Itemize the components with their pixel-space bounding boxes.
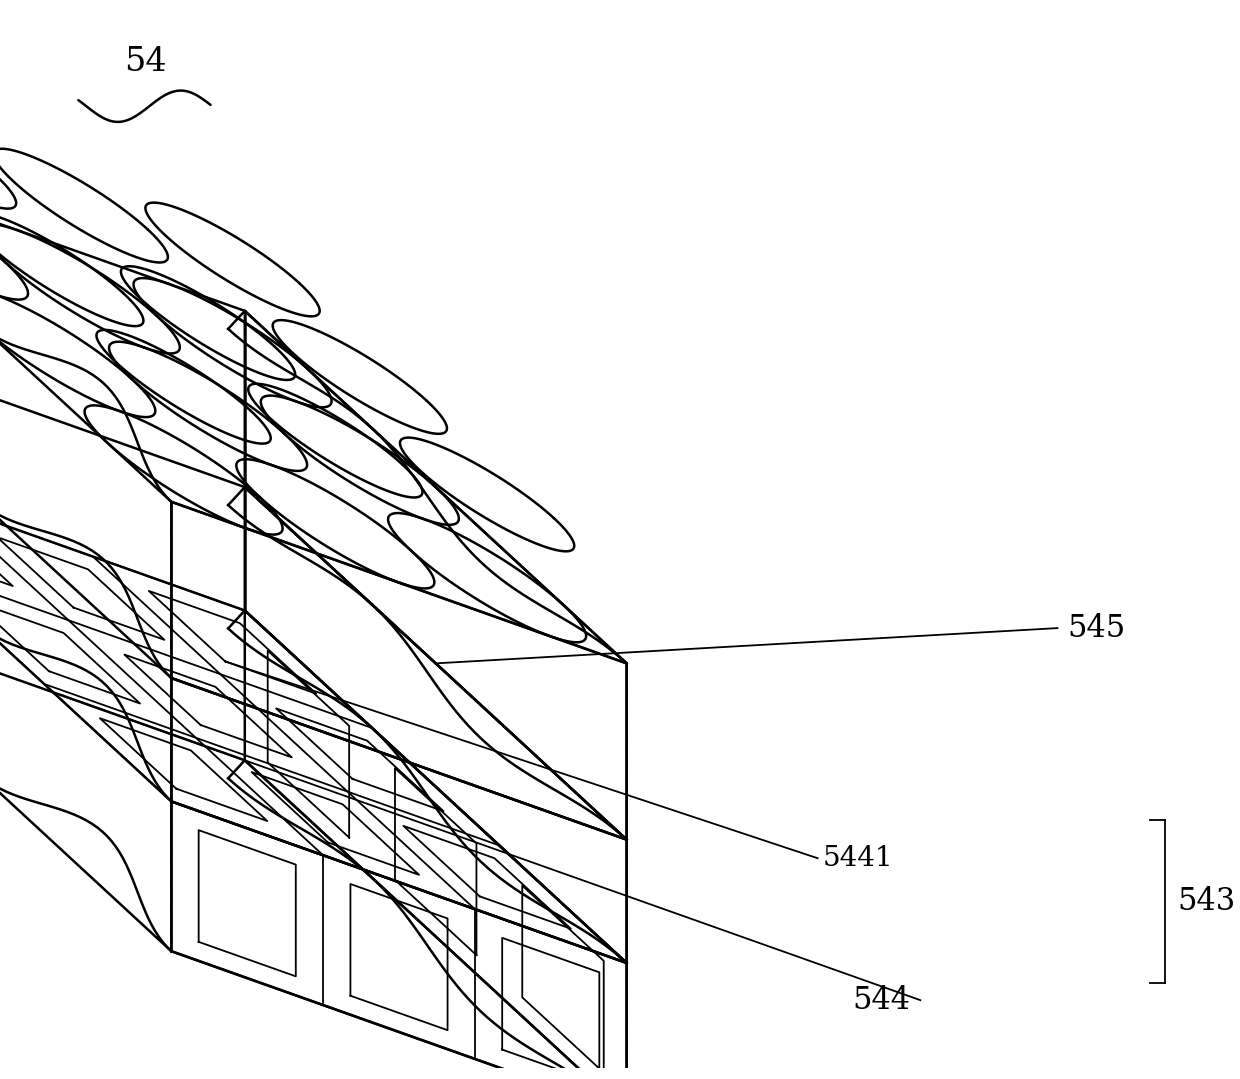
- Text: 543: 543: [1177, 886, 1235, 917]
- Text: 54: 54: [124, 46, 166, 78]
- Text: 545: 545: [1068, 613, 1126, 643]
- Text: 544: 544: [852, 985, 910, 1015]
- Text: 5441: 5441: [822, 845, 893, 872]
